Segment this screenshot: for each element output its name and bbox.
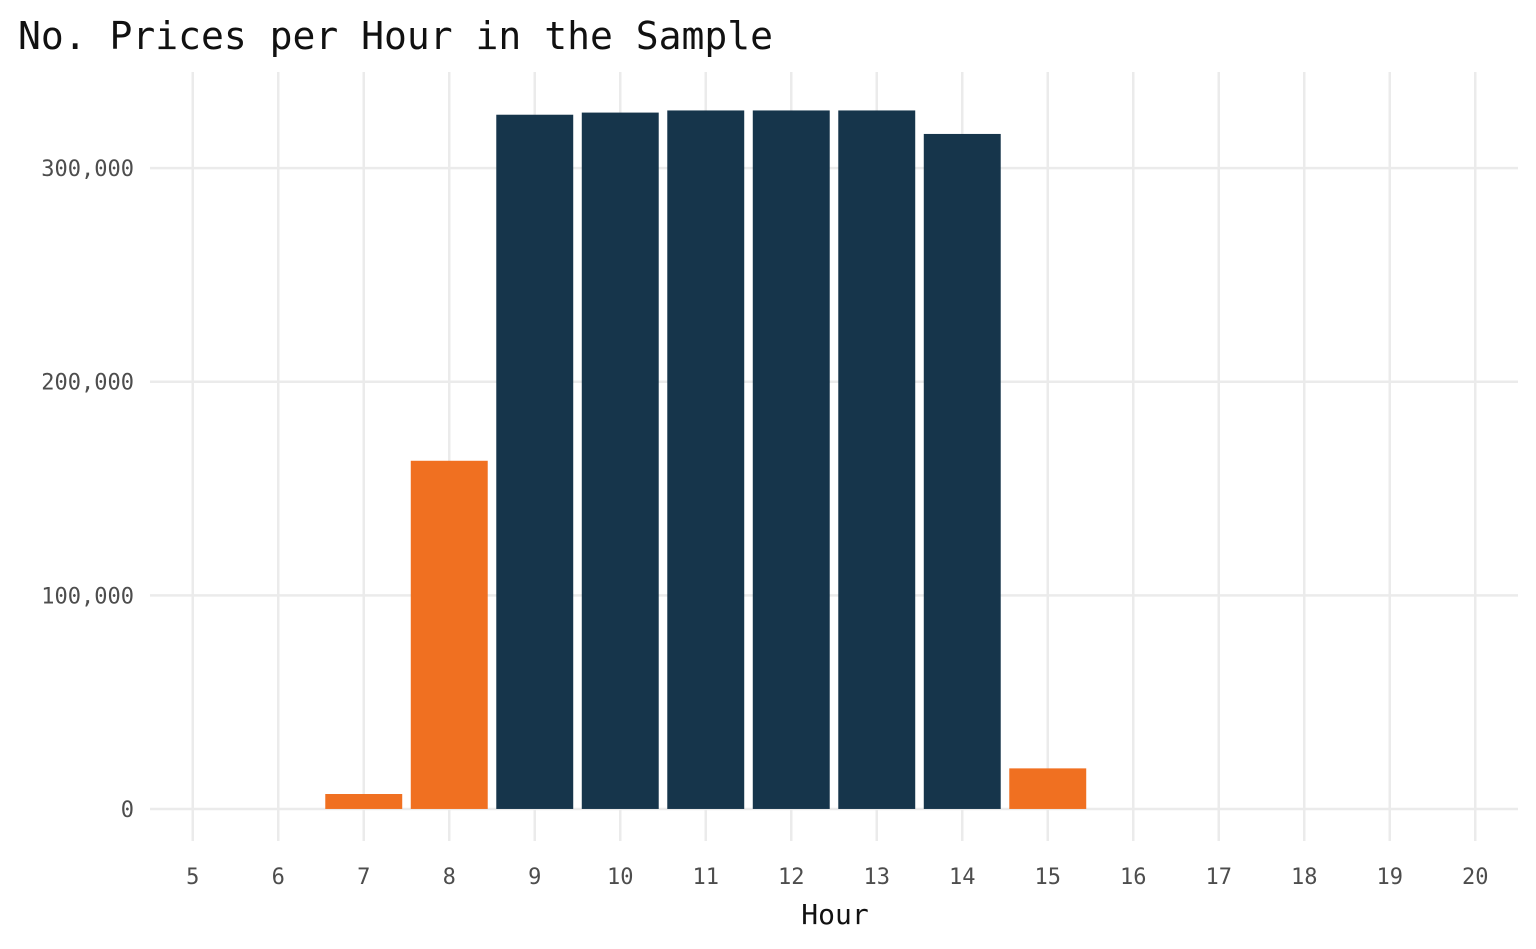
x-tick-label: 8 xyxy=(443,865,456,890)
bar-hour-13 xyxy=(838,110,916,809)
x-tick-label: 15 xyxy=(1035,865,1062,890)
grid xyxy=(150,72,1518,841)
chart-title: No. Prices per Hour in the Sample xyxy=(18,14,773,58)
bar-hour-7 xyxy=(325,794,403,809)
x-tick-label: 20 xyxy=(1462,865,1489,890)
x-tick-label: 16 xyxy=(1120,865,1147,890)
bar-hour-9 xyxy=(496,114,574,809)
bar-hour-14 xyxy=(923,133,1001,809)
y-tick-label: 100,000 xyxy=(41,584,134,609)
y-tick-label: 0 xyxy=(121,798,134,823)
x-tick-label: 19 xyxy=(1377,865,1404,890)
x-tick-label: 18 xyxy=(1291,865,1318,890)
x-tick-label: 17 xyxy=(1206,865,1233,890)
x-tick-label: 9 xyxy=(528,865,541,890)
x-tick-label: 13 xyxy=(864,865,891,890)
x-tick-label: 7 xyxy=(357,865,370,890)
x-tick-label: 10 xyxy=(607,865,634,890)
bar-hour-11 xyxy=(667,110,745,809)
bar-hour-12 xyxy=(752,110,830,809)
x-axis-title: Hour xyxy=(801,898,868,931)
x-axis-tick-labels: 5 6 7 8 9 10 11 12 13 14 15 16 17 18 19 20 xyxy=(186,865,1488,890)
x-tick-label: 6 xyxy=(272,865,285,890)
bar-hour-10 xyxy=(581,112,659,809)
x-tick-label: 12 xyxy=(778,865,805,890)
bar-hour-8 xyxy=(410,460,488,809)
bar-hour-15 xyxy=(1009,768,1087,809)
y-axis-tick-labels: 0 100,000 200,000 300,000 xyxy=(41,157,134,823)
bars xyxy=(325,110,1087,809)
x-tick-label: 5 xyxy=(186,865,199,890)
x-tick-label: 11 xyxy=(693,865,720,890)
y-tick-label: 200,000 xyxy=(41,371,134,396)
x-tick-label: 14 xyxy=(949,865,976,890)
y-tick-label: 300,000 xyxy=(41,157,134,182)
